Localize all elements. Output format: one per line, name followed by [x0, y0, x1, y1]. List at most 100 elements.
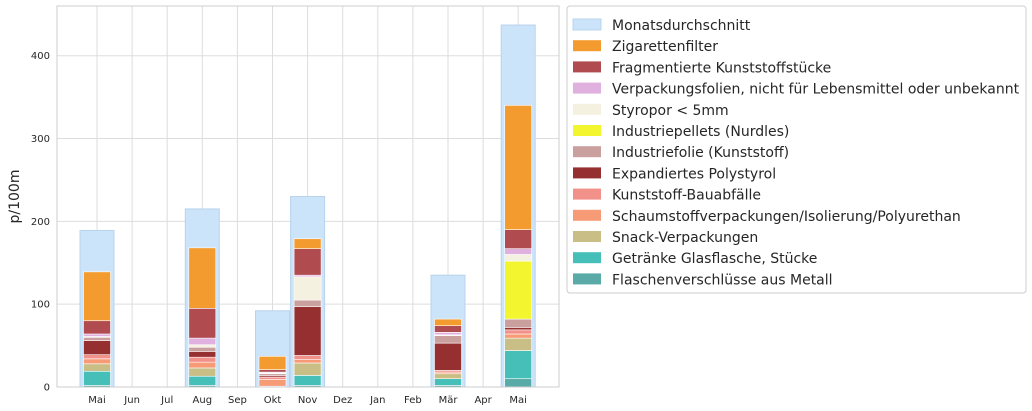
x-tick-label: Feb [404, 395, 422, 406]
stacked-bar-segment [434, 378, 462, 386]
stacked-bar-segment [188, 367, 217, 377]
legend-swatch [573, 188, 601, 200]
x-tick-label: Okt [264, 395, 282, 406]
legend-swatch [573, 167, 601, 179]
legend-label: Verpackungsfolien, nicht für Lebensmitte… [612, 82, 1020, 98]
x-tick-labels: Mai Jun Jul Aug Sep Okt Nov Dez Jan Feb Mär Apr Mai [88, 395, 527, 406]
stacked-bar-segment [504, 254, 533, 262]
stacked-bar-segment [434, 332, 462, 336]
legend-swatch [573, 61, 601, 73]
legend-label: Industriepellets (Nurdles) [612, 124, 789, 140]
legend-swatch [573, 125, 601, 136]
y-tick-label: 100 [31, 300, 50, 311]
x-tick-label: Aug [193, 395, 213, 406]
legend-swatch [573, 209, 601, 221]
stacked-bar-segment [188, 356, 217, 363]
stacked-bar-segment [258, 376, 287, 380]
legend-label: Schaumstoffverpackungen/Isolierung/Polyu… [612, 209, 961, 225]
stacked-bars [83, 105, 533, 388]
x-tick-label: Jul [160, 395, 173, 406]
stacked-bar-segment [434, 373, 462, 380]
stacked-bar-segment [258, 356, 287, 370]
stacked-bar-segment [434, 335, 462, 344]
x-tick-label: Dez [333, 395, 352, 406]
legend-swatch [573, 146, 601, 158]
stacked-bar-segment [188, 361, 217, 369]
legend-label: Styropor < 5mm [612, 103, 729, 119]
x-tick-label: Apr [474, 395, 492, 406]
x-tick-label: Sep [228, 395, 247, 406]
stacked-bar-segment [83, 337, 111, 341]
stacked-bar-segment [434, 325, 462, 333]
legend-swatch [572, 18, 602, 31]
stacked-bar-segment [293, 248, 322, 276]
legend-label: Zigarettenfilter [612, 39, 718, 55]
stacked-bar-segment [188, 344, 217, 348]
stacked-bar-segment [504, 260, 533, 320]
stacked-bar-segment [188, 351, 217, 358]
stacked-bar-segment [504, 350, 533, 380]
stacked-bar-segment [293, 362, 322, 376]
stacked-bar-segment [504, 105, 533, 230]
legend-label: Getränke Glasflasche, Stücke [612, 251, 817, 267]
legend-swatch [573, 82, 601, 94]
stacked-bar-segment [504, 337, 533, 351]
stacked-bar-segment [504, 327, 533, 331]
x-tick-label: Nov [298, 395, 318, 406]
y-axis-label: p/100m [7, 170, 23, 224]
stacked-bar-segment [293, 306, 322, 356]
legend-swatch [573, 273, 601, 285]
legend-swatch [573, 252, 601, 264]
y-tick-label: 400 [31, 51, 50, 62]
legend-label: Kunststoff-Bauabfälle [612, 188, 761, 204]
stacked-bar-segment [293, 276, 322, 301]
stacked-bar-segment [83, 271, 111, 322]
y-tick-label: 300 [31, 134, 50, 145]
stacked-bar-segment [188, 375, 217, 386]
stacked-bar-segment [293, 299, 322, 307]
stacked-bar-segment [188, 337, 217, 346]
stacked-bar-segment [434, 342, 462, 371]
stacked-bar-segment [83, 340, 111, 355]
legend-swatch [573, 103, 601, 115]
stacked-bar-segment [83, 370, 111, 386]
stacked-bar-segment [83, 363, 111, 372]
stacked-bar-segment [434, 318, 462, 327]
legend-label: Flaschenverschlüsse aus Metall [612, 272, 833, 288]
stacked-bar-segment [258, 369, 287, 373]
legend: Monatsdurchschnitt Zigarettenfilter Fragme… [566, 5, 1027, 294]
x-tick-label: Mai [509, 395, 527, 406]
legend-label: Expandiertes Polystyrol [612, 166, 776, 182]
stacked-bar-segment [293, 375, 322, 386]
plot-frame [56, 5, 560, 388]
legend-label: Fragmentierte Kunststoffstücke [612, 60, 831, 76]
x-tick-label: Mai [88, 395, 106, 406]
stacked-bar-segment [188, 247, 217, 309]
stacked-bar-segment [504, 318, 533, 328]
x-tick-label: Jun [123, 395, 140, 406]
stacked-bar-segment [83, 320, 111, 335]
stacked-bar-segment [504, 248, 533, 255]
stacked-bar-segment [504, 229, 533, 249]
stacked-bar-segment [504, 329, 533, 335]
legend-swatch [573, 231, 601, 242]
x-tick-label: Jan [369, 395, 385, 406]
legend-label: Industriefolie (Kunststoff) [612, 145, 789, 161]
x-tick-label: Mär [439, 395, 459, 406]
stacked-bar-segment [258, 379, 287, 387]
legend-label: Monatsdurchschnitt [612, 18, 751, 34]
stacked-bar-segment [504, 378, 533, 388]
stacked-bar-segment [293, 238, 322, 249]
legend-label: Snack-Verpackungen [612, 230, 758, 246]
y-tick-label: 200 [31, 217, 50, 228]
stacked-bar-segment [188, 346, 217, 352]
stacked-bar-segment [504, 333, 533, 339]
legend-swatch [573, 40, 601, 52]
y-tick-labels: 0 100 200 300 400 [31, 51, 50, 393]
stacked-bar-segment [188, 308, 217, 339]
legend-box [566, 5, 1027, 294]
stacked-bar-segment [83, 354, 111, 360]
stacked-bar-segment [293, 355, 322, 360]
stacked-bar-segment [83, 358, 111, 365]
